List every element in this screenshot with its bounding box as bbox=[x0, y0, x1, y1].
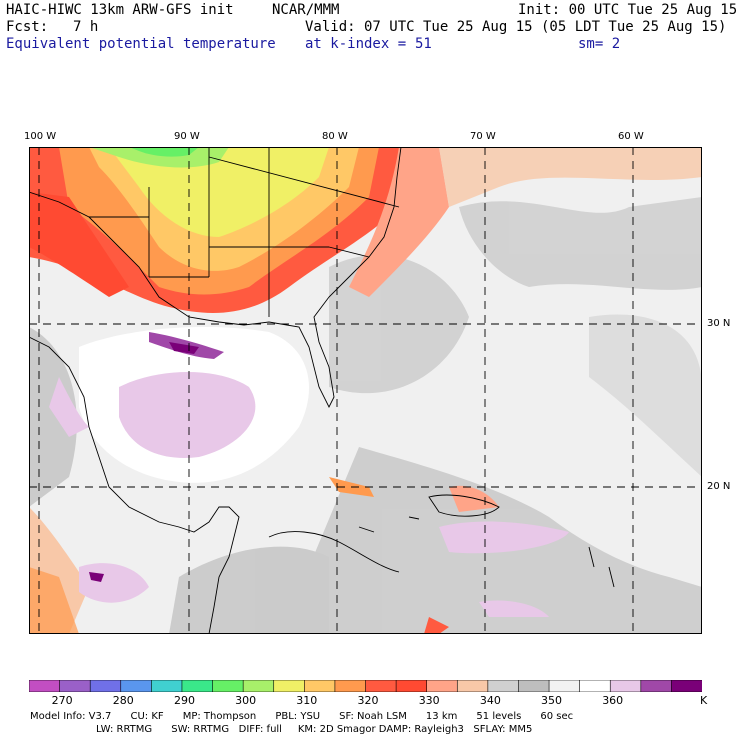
colorbar-swatch bbox=[426, 680, 459, 692]
colorbar-swatch bbox=[518, 680, 550, 692]
lon-label-100w: 100 W bbox=[24, 131, 57, 142]
init-time: Init: 00 UTC Tue 25 Aug 15 bbox=[518, 2, 738, 18]
colorbar-swatch bbox=[59, 680, 91, 692]
colorbar-swatch bbox=[120, 680, 153, 692]
colorbar-swatch bbox=[304, 680, 336, 692]
colorbar-swatch bbox=[273, 680, 306, 692]
colorbar-tick-label: 330 bbox=[418, 694, 440, 707]
graticule bbox=[29, 147, 702, 634]
lat-label-20n: 20 N bbox=[707, 481, 731, 492]
smoothing-label: sm= 2 bbox=[578, 36, 621, 52]
colorbar-swatch bbox=[487, 680, 520, 692]
valid-time: Valid: 07 UTC Tue 25 Aug 15 (05 LDT Tue … bbox=[305, 19, 727, 35]
colorbar-tick-label: 360 bbox=[602, 694, 624, 707]
lon-label-80w: 80 W bbox=[322, 131, 348, 142]
model-info-line2: LW: RRTMG SW: RRTMG DIFF: full KM: 2D Sm… bbox=[96, 724, 533, 735]
colorbar-swatch bbox=[242, 680, 275, 692]
field-name: Equivalent potential temperature bbox=[6, 36, 276, 52]
colorbar-tick-label: 350 bbox=[541, 694, 562, 707]
colorbar-swatch bbox=[671, 680, 702, 692]
lon-label-70w: 70 W bbox=[470, 131, 496, 142]
colorbar-swatch bbox=[548, 680, 581, 692]
colorbar-swatch bbox=[640, 680, 673, 692]
theta-e-map bbox=[29, 147, 702, 634]
organization-label: NCAR/MMM bbox=[272, 2, 340, 18]
coastlines bbox=[29, 147, 615, 634]
colorbar-unit: K bbox=[700, 694, 708, 707]
colorbar-swatch bbox=[456, 680, 489, 692]
forecast-label: Fcst: bbox=[6, 19, 49, 35]
level-value: 51 bbox=[415, 36, 432, 52]
model-info-line1: Model Info: V3.7 CU: KF MP: Thompson PBL… bbox=[30, 711, 574, 722]
map-frame bbox=[29, 147, 702, 634]
colorbar-swatch bbox=[29, 680, 61, 692]
colorbar-tick-label: 290 bbox=[174, 694, 195, 707]
colorbar-swatch bbox=[89, 680, 122, 692]
colorbar-swatch bbox=[579, 680, 612, 692]
colorbar-tick-label: 280 bbox=[112, 694, 134, 707]
forecast-hour: 7 h bbox=[73, 19, 99, 35]
colorbar-tick-label: 320 bbox=[357, 694, 379, 707]
colorbar-tick-label: 300 bbox=[235, 694, 257, 707]
colorbar-tick-label: 340 bbox=[479, 694, 501, 707]
model-title: HAIC-HIWC 13km ARW-GFS init bbox=[6, 2, 234, 18]
colorbar-tick-label: 270 bbox=[51, 694, 73, 707]
colorbar-swatch bbox=[181, 680, 214, 692]
colorbar-swatch bbox=[395, 680, 428, 692]
colorbar-swatch bbox=[212, 680, 244, 692]
lon-label-60w: 60 W bbox=[618, 131, 644, 142]
continental-shading bbox=[29, 147, 702, 313]
colorbar-swatch bbox=[151, 680, 183, 692]
lat-label-30n: 30 N bbox=[707, 318, 731, 329]
mexico-shading bbox=[29, 507, 89, 634]
level-label: at k-index = bbox=[305, 36, 407, 52]
lon-label-90w: 90 W bbox=[174, 131, 200, 142]
gulf-shading bbox=[49, 327, 309, 603]
colorbar-swatch bbox=[365, 680, 397, 692]
colorbar bbox=[29, 680, 702, 692]
colorbar-tick-label: 310 bbox=[296, 694, 318, 707]
colorbar-swatch bbox=[609, 680, 642, 692]
colorbar-swatch bbox=[334, 680, 367, 692]
